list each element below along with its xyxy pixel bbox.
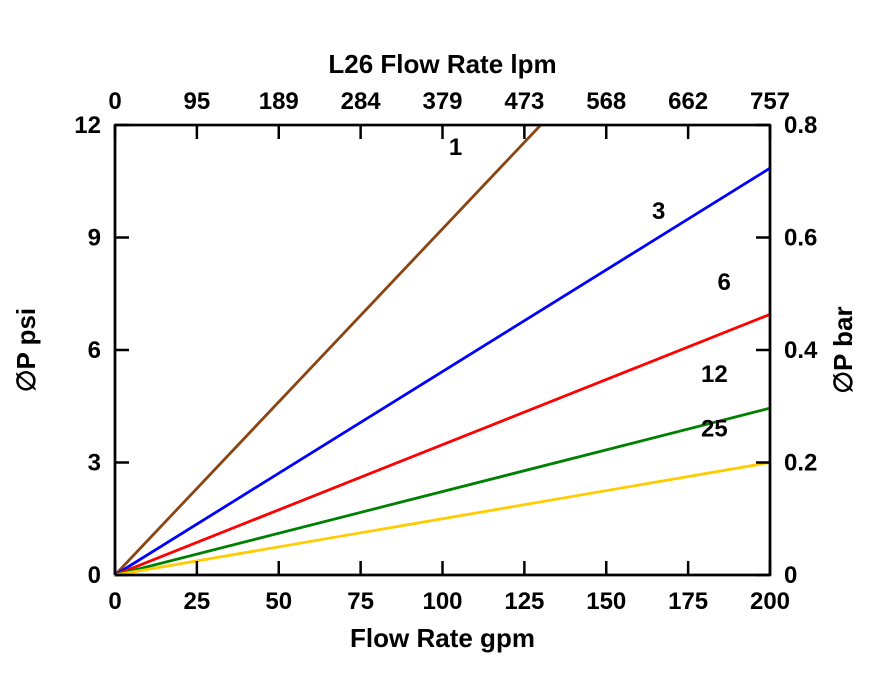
xtick-bottom-label: 100	[422, 588, 462, 615]
ytick-right-label: 0	[784, 562, 797, 589]
xtick-bottom-label: 0	[108, 588, 121, 615]
flow-pressure-chart: 1361225025507510012515017520009518928437…	[0, 0, 878, 694]
xtick-bottom-label: 75	[347, 588, 374, 615]
xtick-top-label: 0	[108, 88, 121, 115]
series-label-25: 25	[701, 415, 728, 442]
xtick-bottom-label: 25	[184, 588, 211, 615]
ytick-right-label: 0.6	[784, 225, 817, 252]
xtick-top-label: 473	[504, 88, 544, 115]
xtick-top-label: 189	[259, 88, 299, 115]
xtick-bottom-label: 175	[668, 588, 708, 615]
series-label-12: 12	[701, 361, 728, 388]
xtick-bottom-label: 50	[265, 588, 292, 615]
axis-bottom-title: Flow Rate gpm	[350, 623, 535, 653]
series-label-1: 1	[449, 134, 462, 161]
series-label-3: 3	[652, 198, 665, 225]
ytick-left-label: 6	[88, 337, 101, 364]
axis-top-title: L26 Flow Rate lpm	[328, 49, 556, 79]
ytick-left-label: 12	[74, 112, 101, 139]
axis-right-title: ∅P bar	[828, 306, 858, 393]
series-label-6: 6	[717, 269, 730, 296]
axis-left-title: ∅P psi	[11, 308, 41, 392]
xtick-top-label: 95	[184, 88, 211, 115]
ytick-left-label: 9	[88, 225, 101, 252]
ytick-right-label: 0.4	[784, 337, 818, 364]
xtick-bottom-label: 125	[504, 588, 544, 615]
xtick-top-label: 568	[586, 88, 626, 115]
ytick-left-label: 0	[88, 562, 101, 589]
xtick-top-label: 284	[341, 88, 382, 115]
ytick-right-label: 0.2	[784, 450, 817, 477]
chart-container: 1361225025507510012515017520009518928437…	[0, 0, 878, 694]
xtick-bottom-label: 200	[750, 588, 790, 615]
xtick-bottom-label: 150	[586, 588, 626, 615]
ytick-right-label: 0.8	[784, 112, 817, 139]
xtick-top-label: 379	[422, 88, 462, 115]
xtick-top-label: 662	[668, 88, 708, 115]
xtick-top-label: 757	[750, 88, 790, 115]
ytick-left-label: 3	[88, 450, 101, 477]
